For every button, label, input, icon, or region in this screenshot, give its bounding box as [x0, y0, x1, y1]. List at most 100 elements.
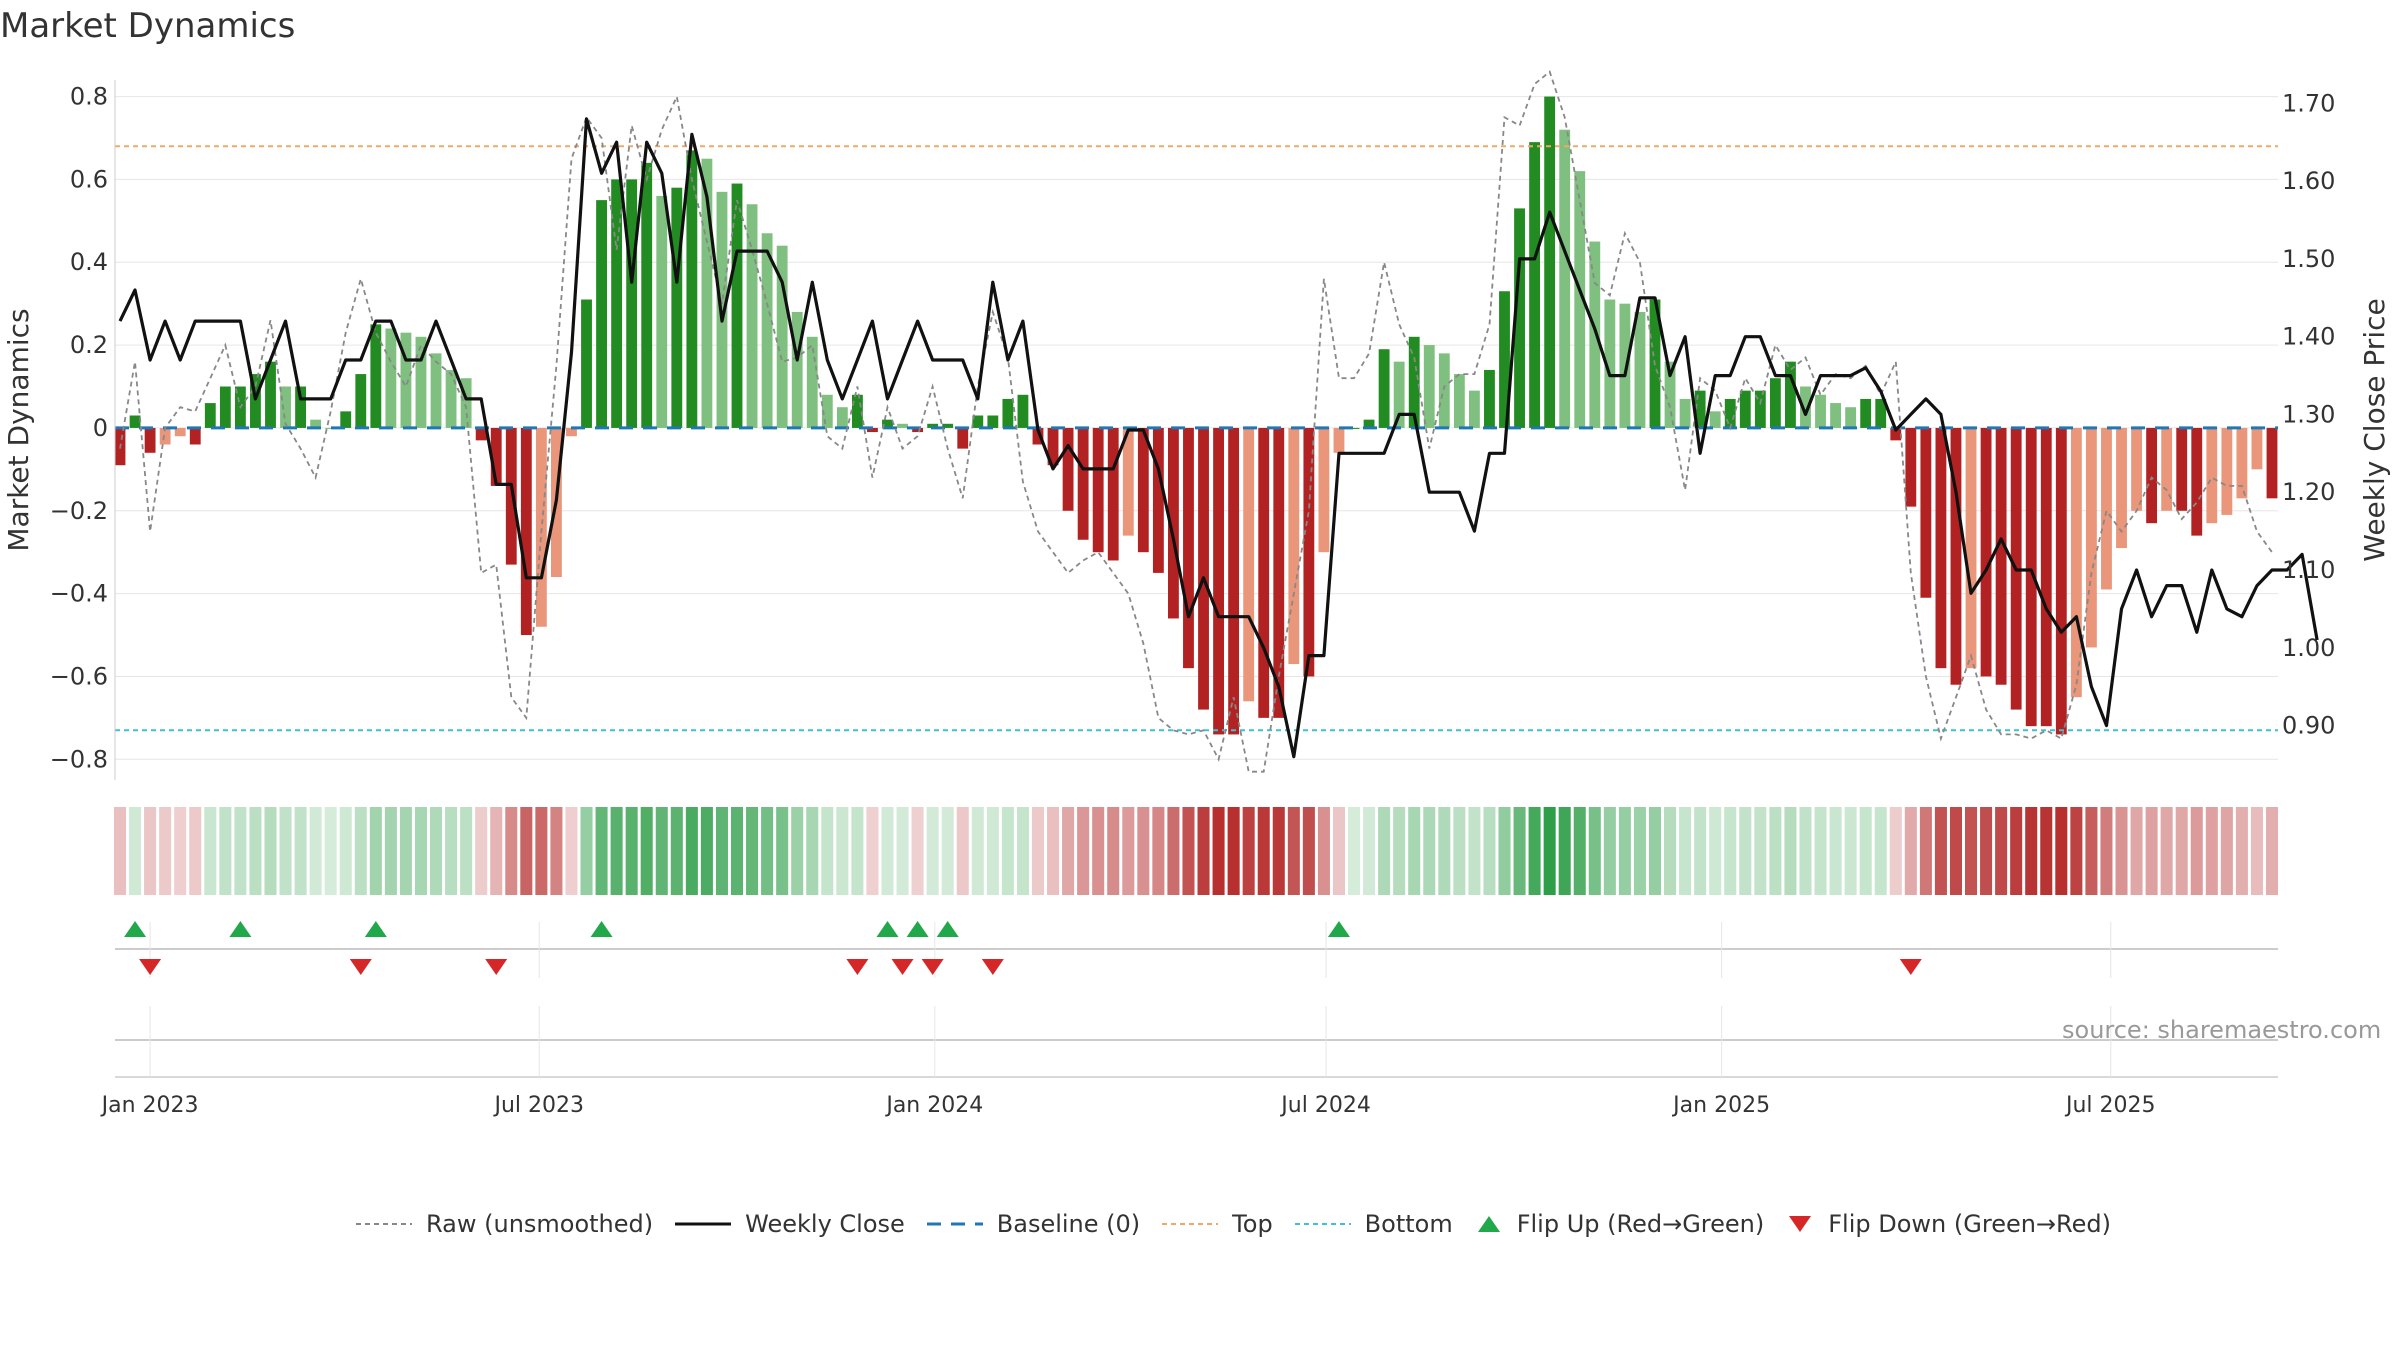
regime-cell [715, 807, 728, 895]
dynamics-bar [1890, 427, 1902, 441]
dynamics-bar [385, 328, 397, 428]
dynamics-bar [355, 374, 367, 428]
regime-cell [1513, 807, 1526, 895]
regime-cell [1588, 807, 1601, 895]
dynamics-bar [1288, 427, 1300, 665]
regime-cell [1438, 807, 1451, 895]
flip-down-marker [981, 959, 1004, 975]
regime-cell [2130, 807, 2143, 895]
dynamics-bar [1514, 208, 1525, 428]
flip-down-marker [846, 959, 869, 975]
dynamics-bar [1198, 427, 1209, 710]
regime-cell [1558, 807, 1571, 895]
regime-cell [204, 807, 217, 895]
flip-down-marker [349, 959, 372, 975]
dynamics-bar [2206, 427, 2218, 524]
dynamics-bar [415, 336, 427, 428]
dynamics-bar [1393, 361, 1405, 428]
dynamics-bar [671, 187, 683, 428]
dynamics-bar [1860, 398, 1872, 428]
regime-cell [926, 807, 939, 895]
legend-weekly-label: Weekly Close [745, 1210, 905, 1238]
dynamics-bar [972, 415, 984, 428]
regime-cell [2160, 807, 2173, 895]
regime-cell [505, 807, 518, 895]
regime-cell [189, 807, 202, 895]
dynamics-bar [2131, 427, 2142, 511]
regime-cell [2235, 807, 2248, 895]
flip-down-marker [891, 959, 914, 975]
regime-cell [1408, 807, 1421, 895]
dynamics-bar [2251, 427, 2263, 470]
y-axis-label: Market Dynamics [2, 308, 35, 551]
regime-cell [1272, 807, 1285, 895]
dynamics-bar [2055, 427, 2067, 735]
series-lines [115, 70, 2319, 773]
y2-tick-label: 1.70 [2282, 89, 2335, 117]
dynamics-bar [1363, 419, 1375, 428]
regime-cell [1949, 807, 1962, 895]
y2-tick-label: 1.30 [2282, 400, 2335, 428]
flip-up-marker [229, 921, 252, 937]
regime-cell [2265, 807, 2279, 895]
axes: 0.8 0.6 0.4 0.2 0 −0.2 −0.4 −0.6 −0.8 1.70 1.60 1.5… [50, 80, 2335, 1118]
regime-cell [730, 807, 744, 895]
legend-flip-up: Flip Up (Red→Green) [1473, 1210, 1764, 1238]
regime-cell [309, 807, 322, 895]
regime-cell [851, 807, 864, 895]
dynamics-bar [189, 427, 201, 445]
dynamics-bar [219, 386, 231, 428]
dynamics-bar [250, 374, 261, 428]
regime-cell [881, 807, 894, 895]
dynamics-bar [325, 427, 337, 429]
y2-axis-label: Weekly Close Price [2358, 298, 2391, 561]
dynamics-bar [295, 386, 307, 428]
dynamics-bar [1092, 427, 1104, 553]
regime-cell [1031, 807, 1045, 895]
dynamics-bar [2236, 427, 2248, 499]
weekly-close-line [118, 117, 2319, 759]
legend-raw: Raw (unsmoothed) [354, 1210, 653, 1238]
dynamics-bar [1032, 427, 1044, 445]
dynamics-bar [144, 427, 156, 453]
regime-cell [1167, 807, 1180, 895]
y-tick-label: 0 [93, 414, 108, 442]
dynamics-bar [1559, 129, 1571, 428]
dynamics-bar [1348, 427, 1360, 429]
regime-cell [1618, 807, 1631, 895]
x-tick-label: Jul 2024 [1279, 1093, 1371, 1118]
dynamics-bar [445, 369, 457, 428]
legend-bottom: Bottom [1293, 1210, 1453, 1238]
legend-weekly: Weekly Close [673, 1210, 905, 1238]
regime-cell [1378, 807, 1391, 895]
regime-cell [1122, 807, 1135, 895]
dynamics-bar [746, 204, 758, 428]
dynamics-bar [1077, 427, 1089, 540]
dynamics-bar [1213, 427, 1224, 735]
regime-cell [535, 807, 548, 895]
regime-cell [821, 807, 834, 895]
regime-cell [685, 807, 698, 895]
x-tick-label: Jan 2023 [100, 1093, 199, 1118]
regime-cell [1062, 807, 1075, 895]
dynamics-bar [566, 427, 577, 437]
legend-top-label: Top [1232, 1210, 1273, 1238]
dynamics-bar [490, 427, 502, 486]
dynamics-bar [1017, 394, 1029, 428]
dynamics-bar [1724, 398, 1736, 428]
regime-cell [625, 807, 638, 895]
regime-cell [670, 807, 683, 895]
regime-cell [896, 807, 909, 895]
x-tick-label: Jan 2024 [884, 1093, 983, 1118]
regime-cell [219, 807, 232, 895]
dynamics-bar [1830, 403, 1841, 428]
regime-cell [1347, 807, 1361, 895]
regime-cell [520, 807, 533, 895]
raw-series-line [119, 70, 2273, 773]
dynamics-bar [1228, 427, 1240, 735]
regime-cell [806, 807, 819, 895]
regime-cell [384, 807, 397, 895]
dynamics-bar [1168, 427, 1179, 619]
legend-top: Top [1160, 1210, 1273, 1238]
legend-flip-down-label: Flip Down (Green→Red) [1828, 1210, 2111, 1238]
